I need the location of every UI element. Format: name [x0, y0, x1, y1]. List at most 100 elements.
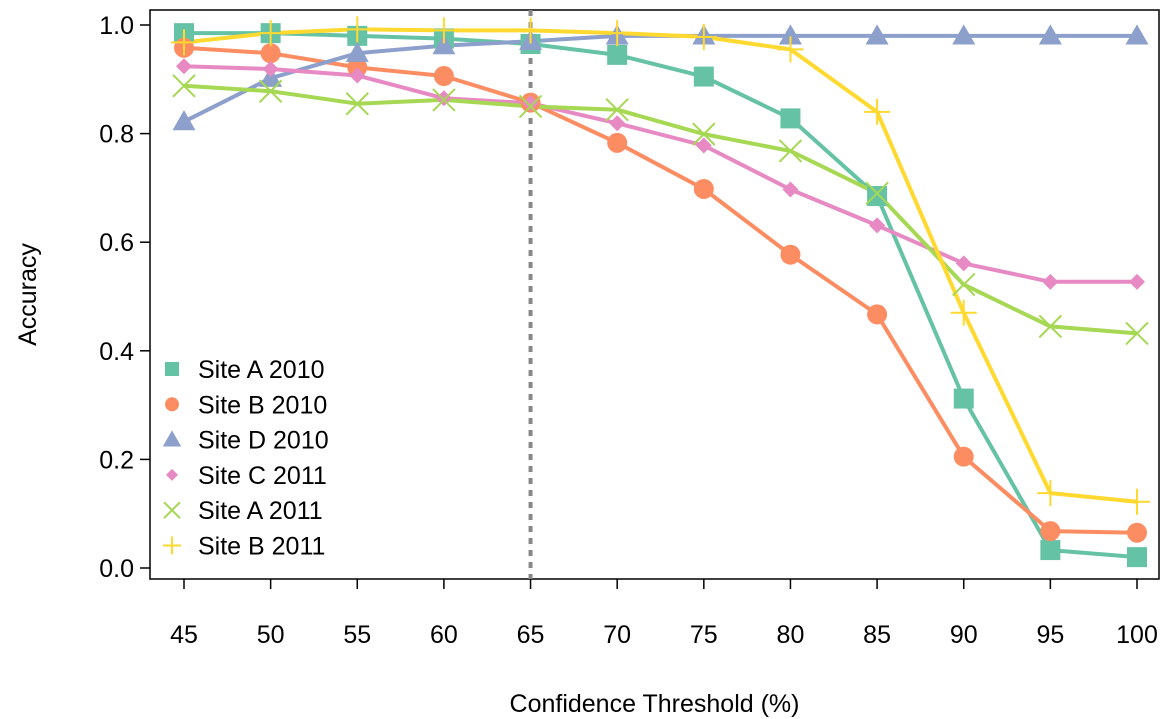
data-point-site-b-2011 — [1037, 480, 1064, 507]
data-point-site-b-2010 — [780, 244, 801, 265]
data-point-site-d-2010 — [172, 110, 196, 131]
x-tick-label: 100 — [1116, 621, 1158, 649]
data-point-site-a-2010 — [607, 44, 628, 65]
series-line-site-a-2011 — [183, 83, 1138, 336]
y-tick-label: 0.0 — [99, 555, 134, 583]
y-tick-label: 0.6 — [99, 229, 134, 257]
data-point-site-b-2010 — [347, 57, 368, 78]
legend-label-site-c-2011: Site C 2011 — [198, 462, 327, 490]
data-point-site-a-2010 — [1127, 547, 1147, 568]
legend-label-site-a-2010: Site A 2010 — [198, 356, 325, 384]
series-line-site-d-2010 — [183, 33, 1137, 124]
data-point-site-b-2011 — [1124, 488, 1150, 515]
data-point-site-b-2010 — [607, 132, 628, 153]
data-point-site-b-2011 — [171, 29, 197, 56]
data-point-site-a-2010 — [1040, 540, 1061, 561]
y-tick-label: 1.0 — [99, 12, 134, 40]
data-point-site-b-2010 — [260, 43, 281, 64]
data-point-site-a-2011 — [345, 92, 369, 116]
data-point-site-a-2010 — [780, 108, 801, 129]
data-point-site-d-2010 — [345, 41, 369, 62]
x-axis-title: Confidence Threshold (%) — [510, 690, 800, 718]
series-line-site-b-2011 — [183, 27, 1138, 504]
data-point-site-c-2011 — [1129, 273, 1145, 290]
data-point-site-b-2011 — [430, 17, 457, 44]
y-tick-label: 0.2 — [99, 446, 134, 474]
legend-marker-site-c-2011 — [166, 468, 178, 481]
data-point-site-a-2011 — [605, 98, 629, 122]
legend-label-site-a-2011: Site A 2011 — [198, 497, 323, 525]
data-point-site-a-2010 — [867, 186, 888, 207]
data-point-site-c-2011 — [349, 67, 366, 84]
data-point-site-d-2010 — [952, 24, 976, 45]
legend: Site A 2010 Site B 2010 Site D 2010 Site C … — [162, 356, 329, 561]
data-point-site-b-2011 — [257, 20, 284, 47]
x-tick-label: 75 — [690, 621, 718, 649]
data-point-site-b-2011 — [604, 20, 631, 47]
x-tick-label: 65 — [517, 621, 545, 649]
data-point-site-d-2010 — [865, 24, 889, 45]
data-point-site-d-2010 — [1125, 24, 1149, 45]
data-point-site-c-2011 — [1042, 273, 1059, 290]
data-point-site-b-2011 — [690, 23, 717, 50]
data-point-site-a-2011 — [1125, 321, 1149, 346]
data-point-site-b-2010 — [1127, 522, 1147, 543]
data-point-site-b-2011 — [777, 36, 804, 63]
x-tick-label: 95 — [1036, 621, 1064, 649]
axes: 0.0 0.2 0.4 0.6 0.8 1.0 45 50 55 60 65 70 75 80 85 90 95… — [99, 9, 1160, 649]
series-line-site-b-2010 — [183, 45, 1138, 535]
legend-label-site-d-2010: Site D 2010 — [198, 427, 329, 455]
y-tick-label: 0.8 — [99, 121, 134, 149]
x-tick-label: 70 — [603, 621, 631, 649]
data-point-site-c-2011 — [695, 137, 712, 154]
data-point-site-b-2010 — [1040, 521, 1061, 542]
data-point-site-d-2010 — [432, 34, 456, 55]
x-tick-label: 85 — [863, 621, 891, 649]
data-series — [183, 27, 1138, 560]
data-point-site-c-2011 — [609, 115, 626, 132]
legend-label-site-b-2010: Site B 2010 — [198, 391, 327, 419]
data-point-site-b-2011 — [344, 16, 371, 43]
data-point-site-a-2010 — [693, 66, 714, 87]
x-tick-label: 55 — [343, 621, 371, 649]
data-point-site-c-2011 — [869, 217, 886, 234]
legend-marker-site-a-2011 — [163, 501, 181, 519]
x-tick-label: 90 — [950, 621, 978, 649]
data-point-site-c-2011 — [782, 181, 799, 198]
data-point-site-a-2010 — [953, 388, 974, 409]
data-point-site-d-2010 — [1038, 24, 1062, 45]
data-point-site-a-2011 — [692, 122, 716, 146]
data-point-site-a-2011 — [172, 74, 196, 98]
data-point-site-b-2011 — [950, 299, 977, 326]
data-point-site-d-2010 — [778, 24, 802, 45]
legend-label-site-b-2011: Site B 2011 — [198, 533, 325, 561]
data-point-site-b-2010 — [953, 446, 974, 467]
data-point-site-a-2011 — [432, 88, 456, 112]
data-point-site-a-2011 — [258, 79, 283, 103]
legend-marker-site-a-2010 — [165, 362, 179, 376]
data-point-site-c-2011 — [176, 58, 192, 75]
data-point-site-a-2011 — [952, 272, 976, 297]
data-point-site-b-2010 — [693, 178, 714, 199]
legend-marker-site-b-2010 — [165, 397, 179, 412]
data-point-site-b-2010 — [433, 66, 454, 87]
legend-marker-site-b-2011 — [163, 536, 181, 555]
y-tick-label: 0.4 — [99, 338, 134, 366]
series-line-site-a-2010 — [184, 31, 1138, 560]
data-point-site-b-2011 — [517, 17, 544, 44]
x-tick-label: 60 — [430, 621, 458, 649]
data-point-site-c-2011 — [522, 95, 539, 112]
data-point-site-a-2011 — [1038, 314, 1063, 339]
x-tick-label: 80 — [777, 621, 805, 649]
data-point-site-c-2011 — [955, 255, 972, 272]
data-point-site-c-2011 — [435, 90, 452, 107]
series-line-site-c-2011 — [183, 64, 1137, 284]
data-markers — [171, 16, 1150, 568]
legend-marker-site-d-2010 — [162, 430, 182, 447]
x-tick-label: 45 — [170, 621, 198, 649]
data-point-site-a-2011 — [518, 94, 543, 119]
data-point-site-a-2011 — [778, 139, 803, 163]
y-axis-title: Accuracy — [14, 243, 42, 346]
x-tick-label: 50 — [257, 621, 285, 649]
